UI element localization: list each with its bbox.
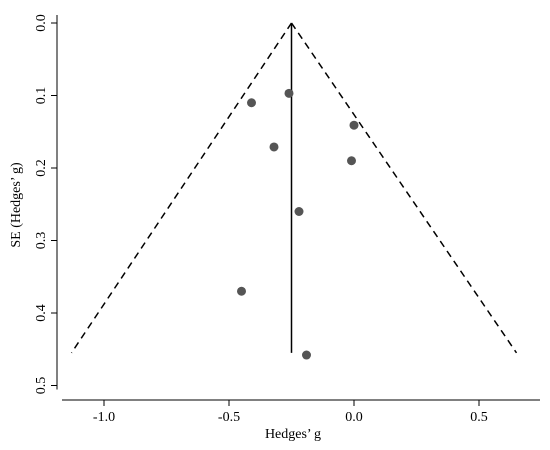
x-tick-label: -0.5 xyxy=(218,410,240,425)
funnel-right-line xyxy=(290,22,518,354)
funnel-left-line xyxy=(70,22,293,354)
y-tick-label: 0.1 xyxy=(34,87,49,105)
study-point xyxy=(294,207,304,216)
x-tick-label: 0.0 xyxy=(345,410,363,425)
study-point xyxy=(347,156,356,166)
study-point xyxy=(284,88,294,98)
y-tick-label: 0.2 xyxy=(34,159,49,177)
study-point xyxy=(349,120,359,130)
axes xyxy=(51,15,540,406)
y-tick-label: 0.4 xyxy=(34,304,49,322)
tick-labels: 0.0 0.1 0.2 0.3 0.4 0.5 -1.0 -0.5 0.0 0.5 xyxy=(34,14,488,425)
funnel-lines xyxy=(70,22,518,354)
y-tick-label: 0.5 xyxy=(34,377,49,395)
x-tick-label: 0.5 xyxy=(470,410,488,425)
y-tick-label: 0.0 xyxy=(34,14,49,32)
x-tick-label: -1.0 xyxy=(93,410,115,425)
study-point xyxy=(269,142,279,152)
data-points xyxy=(237,88,359,360)
study-point xyxy=(302,350,311,360)
y-axis-label: SE (Hedges’ g) xyxy=(9,162,24,248)
study-point xyxy=(237,286,246,296)
x-axis-label: Hedges’ g xyxy=(265,427,321,442)
y-tick-label: 0.3 xyxy=(34,232,49,250)
study-point xyxy=(247,98,256,108)
